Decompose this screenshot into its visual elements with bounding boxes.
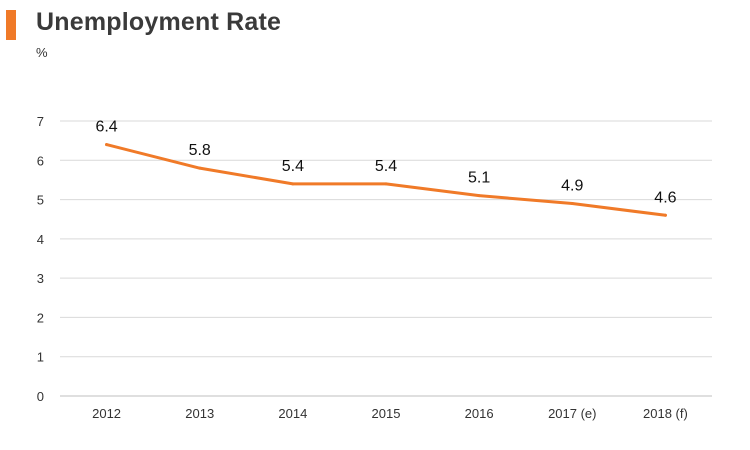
x-tick-label: 2015 [372, 406, 401, 421]
data-point [663, 213, 667, 217]
data-label: 4.6 [654, 189, 676, 206]
data-label: 5.4 [375, 158, 397, 175]
y-tick-label: 5 [37, 193, 44, 208]
data-label: 6.4 [95, 119, 117, 136]
x-tick-label: 2016 [465, 406, 494, 421]
data-label: 4.9 [561, 178, 583, 195]
x-tick-label: 2018 (f) [643, 406, 688, 421]
chart-title: Unemployment Rate [36, 8, 282, 36]
x-tick-label: 2017 (e) [548, 406, 596, 421]
title-accent-bar [6, 10, 16, 40]
y-tick-label: 1 [37, 350, 44, 365]
y-tick-label: 3 [37, 271, 44, 286]
data-point [477, 194, 481, 198]
y-tick-label: 7 [37, 114, 44, 129]
x-tick-label: 2012 [92, 406, 121, 421]
data-point [570, 202, 574, 205]
y-tick-label: 0 [37, 389, 44, 404]
x-tick-label: 2014 [278, 406, 307, 421]
data-label: 5.8 [189, 142, 211, 159]
y-tick-label: 4 [37, 232, 44, 247]
y-tick-label: 6 [37, 153, 44, 168]
x-tick-label: 2013 [185, 406, 214, 421]
data-label: 5.1 [468, 170, 490, 187]
data-label: 5.4 [282, 158, 304, 175]
data-point [384, 182, 388, 186]
data-point [291, 182, 295, 186]
data-point [105, 143, 109, 147]
y-tick-label: 2 [37, 310, 44, 325]
unit-label: % [36, 45, 48, 60]
data-point [198, 166, 202, 170]
